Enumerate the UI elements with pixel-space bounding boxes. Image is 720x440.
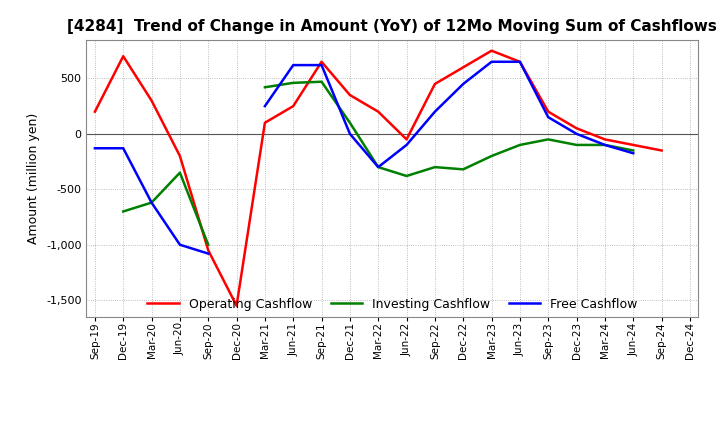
Operating Cashflow [204,248,212,253]
Free Cashflow [91,146,99,151]
Free Cashflow [289,62,297,68]
Free Cashflow [318,62,326,68]
Operating Cashflow [289,103,297,109]
Investing Cashflow [431,165,439,170]
Operating Cashflow [91,109,99,114]
Investing Cashflow [459,167,467,172]
Operating Cashflow [119,54,127,59]
Line: Investing Cashflow: Investing Cashflow [123,82,633,245]
Free Cashflow [204,251,212,256]
Title: [4284]  Trend of Change in Amount (YoY) of 12Mo Moving Sum of Cashflows: [4284] Trend of Change in Amount (YoY) o… [68,19,717,34]
Free Cashflow [176,242,184,247]
Free Cashflow [119,146,127,151]
Investing Cashflow [289,80,297,85]
Free Cashflow [487,59,496,64]
Operating Cashflow [346,92,354,98]
Investing Cashflow [148,200,156,205]
Free Cashflow [346,131,354,136]
Operating Cashflow [233,303,241,308]
Investing Cashflow [261,84,269,90]
Investing Cashflow [374,165,382,170]
Y-axis label: Amount (million yen): Amount (million yen) [27,113,40,244]
Investing Cashflow [544,137,552,142]
Free Cashflow [261,103,269,109]
Line: Free Cashflow: Free Cashflow [95,62,633,253]
Operating Cashflow [148,98,156,103]
Free Cashflow [431,109,439,114]
Investing Cashflow [204,242,212,247]
Free Cashflow [148,200,156,205]
Free Cashflow [374,165,382,170]
Free Cashflow [402,142,411,147]
Operating Cashflow [261,120,269,125]
Free Cashflow [600,142,609,147]
Operating Cashflow [600,137,609,142]
Operating Cashflow [516,59,524,64]
Free Cashflow [629,150,637,156]
Investing Cashflow [402,173,411,179]
Operating Cashflow [487,48,496,53]
Operating Cashflow [629,142,637,147]
Operating Cashflow [431,81,439,87]
Free Cashflow [516,59,524,64]
Operating Cashflow [374,109,382,114]
Legend: Operating Cashflow, Investing Cashflow, Free Cashflow: Operating Cashflow, Investing Cashflow, … [143,293,642,316]
Free Cashflow [572,131,581,136]
Investing Cashflow [487,154,496,159]
Operating Cashflow [572,126,581,131]
Investing Cashflow [318,79,326,84]
Investing Cashflow [600,142,609,147]
Free Cashflow [459,81,467,87]
Operating Cashflow [176,154,184,159]
Investing Cashflow [176,170,184,175]
Operating Cashflow [544,109,552,114]
Operating Cashflow [657,148,666,153]
Free Cashflow [544,114,552,120]
Investing Cashflow [629,148,637,153]
Investing Cashflow [572,142,581,147]
Investing Cashflow [346,120,354,125]
Investing Cashflow [119,209,127,214]
Operating Cashflow [318,59,326,64]
Operating Cashflow [402,137,411,142]
Investing Cashflow [516,142,524,147]
Operating Cashflow [459,65,467,70]
Line: Operating Cashflow: Operating Cashflow [95,51,662,306]
